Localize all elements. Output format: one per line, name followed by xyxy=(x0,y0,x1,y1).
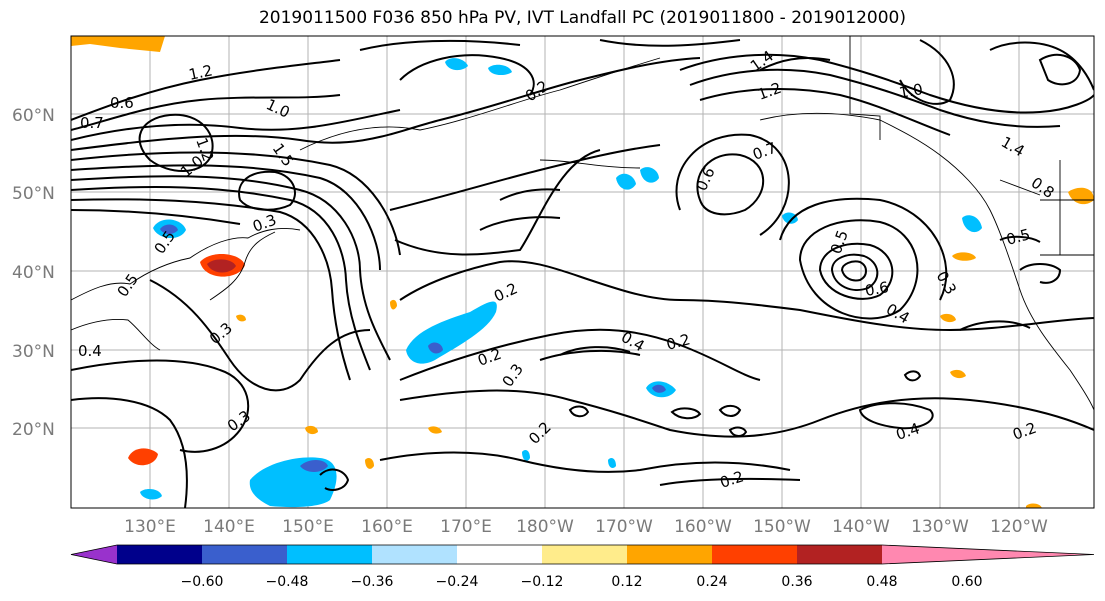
colorbar-segment xyxy=(117,545,202,564)
lat-label-20n: 20°N xyxy=(12,420,55,440)
longitude-labels: 130°E 140°E 150°E 160°E 170°E 180°W 170°… xyxy=(124,517,1048,537)
lon-label: 140°W xyxy=(832,517,890,537)
lon-label: 120°W xyxy=(990,517,1048,537)
colorbar xyxy=(70,544,1095,565)
coastlines xyxy=(71,36,1094,411)
pv-contours xyxy=(71,39,1094,508)
colorbar-segment xyxy=(457,545,542,564)
colorbar-segment xyxy=(542,545,627,564)
colorbar-tick-label: 0.24 xyxy=(696,574,727,590)
contour-label: 0.6 xyxy=(110,94,134,112)
colorbar-segment xyxy=(627,545,712,564)
lon-label: 180°W xyxy=(516,517,574,537)
contour-label: 1.2 xyxy=(187,61,214,84)
colorbar-tick-label: 0.60 xyxy=(951,574,982,590)
lat-label-30n: 30°N xyxy=(12,342,55,362)
lon-label: 130°E xyxy=(124,517,176,537)
contour-label: 0.7 xyxy=(80,114,104,132)
colorbar-tick-label: −0.36 xyxy=(351,574,394,590)
map-frame xyxy=(70,35,1095,509)
colorbar-extension-low xyxy=(71,545,117,564)
colorbar-tick-label: −0.12 xyxy=(521,574,564,590)
contour-label: 1.0 xyxy=(898,80,925,102)
lon-label: 130°W xyxy=(911,517,969,537)
colorbar-segment xyxy=(372,545,457,564)
colorbar-segment xyxy=(712,545,797,564)
colorbar-tick-label: −0.24 xyxy=(436,574,479,590)
latitude-labels: 60°N 50°N 40°N 30°N 20°N xyxy=(12,106,55,440)
colorbar-segment xyxy=(287,545,372,564)
lat-label-40n: 40°N xyxy=(12,263,55,283)
colorbar-tick-labels: −0.60 −0.48 −0.36 −0.24 −0.12 0.12 0.24 0.36 0.4… xyxy=(181,574,983,590)
pv-anomaly-fills xyxy=(71,36,1094,508)
lon-label: 150°W xyxy=(753,517,811,537)
lon-label: 150°E xyxy=(282,517,334,537)
colorbar-tick-label: −0.48 xyxy=(266,574,309,590)
lat-label-60n: 60°N xyxy=(12,106,55,126)
contour-label: 0.5 xyxy=(1004,225,1032,249)
lon-label: 170°E xyxy=(440,517,492,537)
colorbar-extension-high xyxy=(882,545,1094,564)
colorbar-tick-label: −0.60 xyxy=(181,574,224,590)
colorbar-segment xyxy=(202,545,287,564)
colorbar-tick-label: 0.12 xyxy=(611,574,642,590)
lon-label: 160°W xyxy=(674,517,732,537)
colorbar-segment xyxy=(797,545,882,564)
lon-label: 170°W xyxy=(595,517,653,537)
colorbar-tick-label: 0.36 xyxy=(781,574,812,590)
lon-label: 140°E xyxy=(203,517,255,537)
lat-label-50n: 50°N xyxy=(12,184,55,204)
colorbar-tick-label: 0.48 xyxy=(866,574,897,590)
contour-label: 0.6 xyxy=(864,278,891,300)
contour-label: 0.4 xyxy=(78,342,102,360)
colorbar-outline xyxy=(70,544,1095,565)
lon-label: 160°E xyxy=(361,517,413,537)
contour-label: 0.2 xyxy=(664,330,692,354)
map-title: 2019011500 F036 850 hPa PV, IVT Landfall… xyxy=(258,8,906,28)
